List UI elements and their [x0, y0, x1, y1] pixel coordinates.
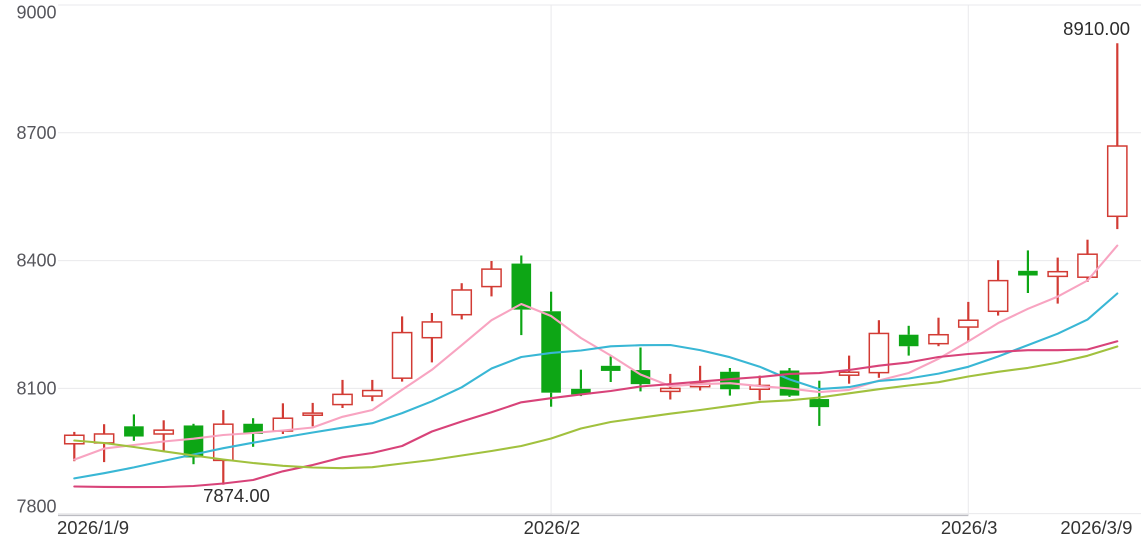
svg-text:8100: 8100 [16, 378, 56, 398]
svg-text:8910.00: 8910.00 [1063, 18, 1130, 39]
svg-text:2026/2: 2026/2 [524, 517, 581, 538]
svg-text:2026/3: 2026/3 [941, 517, 998, 538]
svg-text:2026/3/9: 2026/3/9 [1060, 517, 1132, 538]
svg-text:2026/1/9: 2026/1/9 [57, 517, 129, 538]
svg-text:8700: 8700 [16, 123, 56, 143]
svg-text:7800: 7800 [16, 497, 56, 517]
svg-text:7874.00: 7874.00 [203, 485, 270, 506]
svg-text:9000: 9000 [16, 3, 56, 23]
svg-text:8400: 8400 [16, 251, 56, 271]
